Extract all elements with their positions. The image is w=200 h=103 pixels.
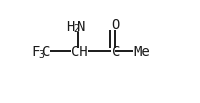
Text: Me: Me bbox=[133, 45, 149, 59]
Text: N: N bbox=[76, 20, 85, 34]
Text: CH: CH bbox=[71, 45, 87, 59]
Text: 2: 2 bbox=[73, 24, 79, 34]
Text: H: H bbox=[66, 20, 74, 34]
Text: C: C bbox=[111, 45, 119, 59]
Text: 3: 3 bbox=[38, 50, 44, 60]
Text: C: C bbox=[42, 45, 50, 59]
Text: F: F bbox=[31, 45, 40, 59]
Text: O: O bbox=[111, 18, 119, 32]
